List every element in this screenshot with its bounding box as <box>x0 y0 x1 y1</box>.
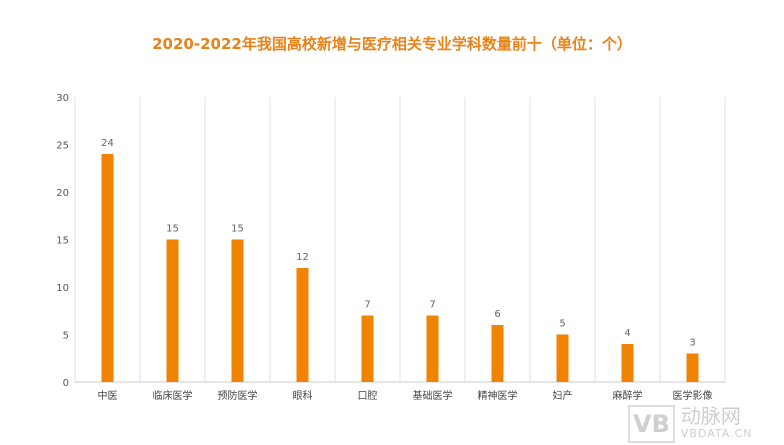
bar <box>296 268 309 382</box>
bar <box>426 315 439 382</box>
y-tick-label: 5 <box>63 331 69 342</box>
bar <box>361 315 374 382</box>
data-label: 3 <box>689 338 695 349</box>
chart-title: 2020-2022年我国高校新增与医疗相关专业学科数量前十（单位：个） <box>152 35 632 53</box>
x-tick-label: 中医 <box>98 389 118 402</box>
bar <box>621 344 634 382</box>
x-tick-label: 基础医学 <box>413 389 453 402</box>
data-label: 24 <box>101 138 114 149</box>
watermark: VB 动脉网 VBDATA.CN <box>628 405 753 443</box>
bar <box>101 154 114 382</box>
data-label: 15 <box>231 224 244 235</box>
data-label: 5 <box>559 319 565 330</box>
watermark-cn: 动脉网 <box>680 404 741 428</box>
y-tick-label: 15 <box>56 236 69 247</box>
bar <box>556 334 569 382</box>
x-tick-label: 妇产 <box>553 389 573 402</box>
x-tick-label: 口腔 <box>358 389 378 402</box>
data-label: 12 <box>296 252 309 263</box>
data-label: 7 <box>429 300 435 311</box>
bar <box>491 325 504 382</box>
x-tick-label: 预防医学 <box>218 389 258 402</box>
x-tick-label: 麻醉学 <box>613 389 643 402</box>
data-label: 6 <box>494 309 500 320</box>
watermark-text: 动脉网 VBDATA.CN <box>681 405 753 441</box>
watermark-en: VBDATA.CN <box>680 427 753 440</box>
y-tick-label: 25 <box>56 141 69 152</box>
y-tick-label: 30 <box>56 93 69 104</box>
y-tick-label: 0 <box>63 378 69 389</box>
data-label: 15 <box>166 224 179 235</box>
bar <box>686 353 699 382</box>
data-label: 4 <box>624 328 630 339</box>
data-label: 7 <box>364 300 370 311</box>
bar <box>166 239 179 382</box>
y-tick-label: 20 <box>56 188 69 199</box>
watermark-logo: VB <box>628 405 675 443</box>
x-tick-label: 眼科 <box>293 389 313 402</box>
y-tick-label: 10 <box>56 283 69 294</box>
bar <box>231 239 244 382</box>
x-tick-label: 医学影像 <box>673 389 713 402</box>
x-tick-label: 临床医学 <box>153 389 193 402</box>
x-tick-label: 精神医学 <box>478 389 518 402</box>
